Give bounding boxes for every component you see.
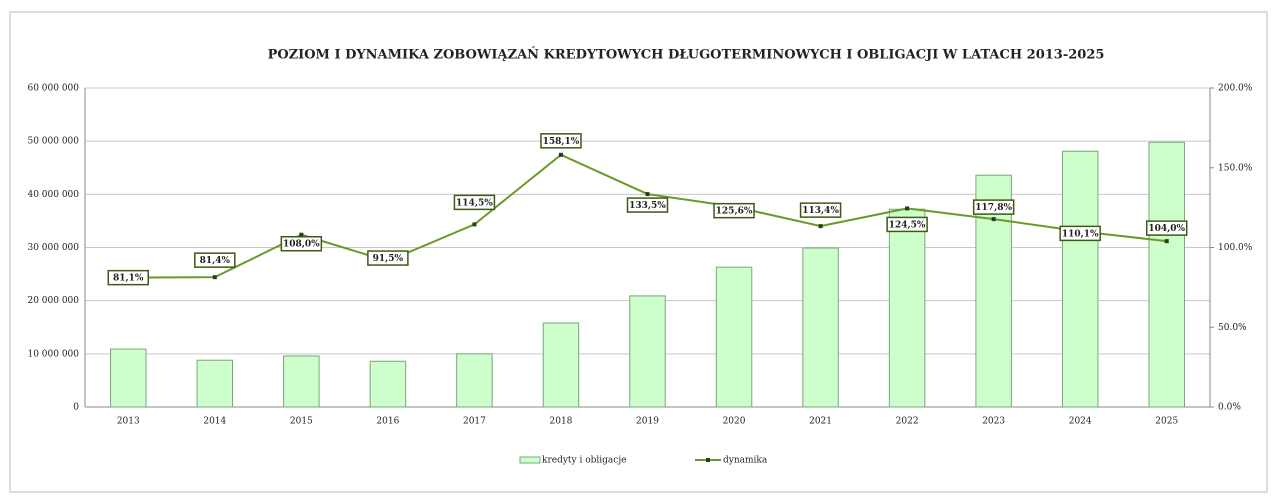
value-label: 108,0% bbox=[283, 240, 320, 250]
value-label: 104,0% bbox=[1148, 224, 1185, 234]
value-label: 81,1% bbox=[113, 274, 144, 284]
y2-tick-label: 100.0% bbox=[1218, 243, 1253, 253]
bar bbox=[542, 322, 580, 408]
legend-marker bbox=[706, 458, 710, 462]
marker bbox=[991, 217, 996, 222]
bar bbox=[456, 353, 493, 408]
chart-title: POZIOM I DYNAMIKA ZOBOWIĄZAŃ KREDYTOWYCH… bbox=[268, 47, 1105, 63]
value-label-box bbox=[799, 202, 842, 218]
value-label: 117,8% bbox=[975, 203, 1012, 213]
value-label-box bbox=[1145, 220, 1188, 236]
marker bbox=[299, 232, 304, 237]
x-tick-label: 2013 bbox=[117, 417, 140, 427]
marker bbox=[472, 222, 477, 227]
x-tick-label: 2022 bbox=[896, 417, 919, 427]
bar bbox=[715, 266, 753, 408]
bar bbox=[1061, 150, 1099, 408]
bar bbox=[110, 348, 147, 408]
value-label-box bbox=[194, 252, 236, 268]
y-tick-label: 30 000 000 bbox=[27, 243, 79, 253]
value-label: 125,6% bbox=[716, 207, 753, 217]
bar bbox=[196, 359, 234, 408]
x-tick-label: 2015 bbox=[290, 417, 313, 427]
y2-tick-label: 0.0% bbox=[1218, 403, 1241, 413]
x-tick-label: 2021 bbox=[809, 417, 832, 427]
value-label: 110,1% bbox=[1062, 229, 1099, 239]
value-label: 133,5% bbox=[629, 201, 666, 211]
y-tick-label: 60 000 000 bbox=[27, 84, 79, 94]
value-label: 81,4% bbox=[200, 256, 231, 266]
marker bbox=[905, 206, 910, 211]
value-label: 91,5% bbox=[373, 254, 404, 264]
x-tick-label: 2017 bbox=[463, 417, 486, 427]
y-tick-label: 0 bbox=[73, 403, 79, 413]
legend-swatch bbox=[519, 456, 541, 464]
value-label: 113,4% bbox=[802, 206, 839, 216]
bar bbox=[283, 355, 320, 408]
x-tick-label: 2014 bbox=[203, 417, 226, 427]
marker bbox=[645, 192, 650, 197]
bar bbox=[1148, 141, 1185, 408]
legend-label: dynamika bbox=[723, 456, 768, 466]
bar bbox=[369, 360, 407, 408]
value-label-box bbox=[1059, 225, 1101, 242]
y-tick-label: 10 000 000 bbox=[27, 349, 79, 359]
x-tick-label: 2016 bbox=[376, 417, 399, 427]
value-label-box bbox=[713, 202, 755, 219]
x-tick-label: 2025 bbox=[1155, 417, 1178, 427]
y-tick-label: 50 000 000 bbox=[27, 137, 79, 147]
value-label: 114,5% bbox=[456, 198, 493, 208]
legend-label: kredyty i obligacje bbox=[542, 456, 626, 466]
value-label: 124,5% bbox=[889, 220, 926, 230]
bar bbox=[629, 295, 666, 408]
y-tick-label: 20 000 000 bbox=[27, 296, 79, 306]
x-tick-label: 2023 bbox=[982, 417, 1005, 427]
bar bbox=[802, 247, 839, 408]
value-label: 158,1% bbox=[543, 137, 580, 147]
value-label-box bbox=[886, 216, 928, 233]
x-tick-label: 2020 bbox=[723, 417, 746, 427]
x-tick-label: 2019 bbox=[636, 417, 659, 427]
value-label-box bbox=[972, 199, 1015, 215]
y-tick-label: 40 000 000 bbox=[27, 190, 79, 200]
marker bbox=[558, 152, 563, 157]
chart-frame bbox=[9, 11, 1268, 493]
value-label-box bbox=[280, 235, 323, 252]
x-tick-label: 2024 bbox=[1069, 417, 1092, 427]
y2-tick-label: 150.0% bbox=[1218, 163, 1253, 173]
marker bbox=[212, 275, 217, 280]
value-label-box bbox=[626, 197, 669, 213]
x-tick-label: 2018 bbox=[550, 417, 573, 427]
value-label-box bbox=[540, 133, 582, 149]
marker bbox=[818, 224, 823, 229]
marker bbox=[1164, 239, 1169, 244]
value-label-box bbox=[107, 269, 150, 286]
value-label-box bbox=[453, 194, 496, 211]
value-label-box bbox=[367, 250, 409, 266]
y2-tick-label: 200.0% bbox=[1218, 84, 1253, 94]
y2-tick-label: 50.0% bbox=[1218, 323, 1247, 333]
bar bbox=[888, 208, 926, 408]
